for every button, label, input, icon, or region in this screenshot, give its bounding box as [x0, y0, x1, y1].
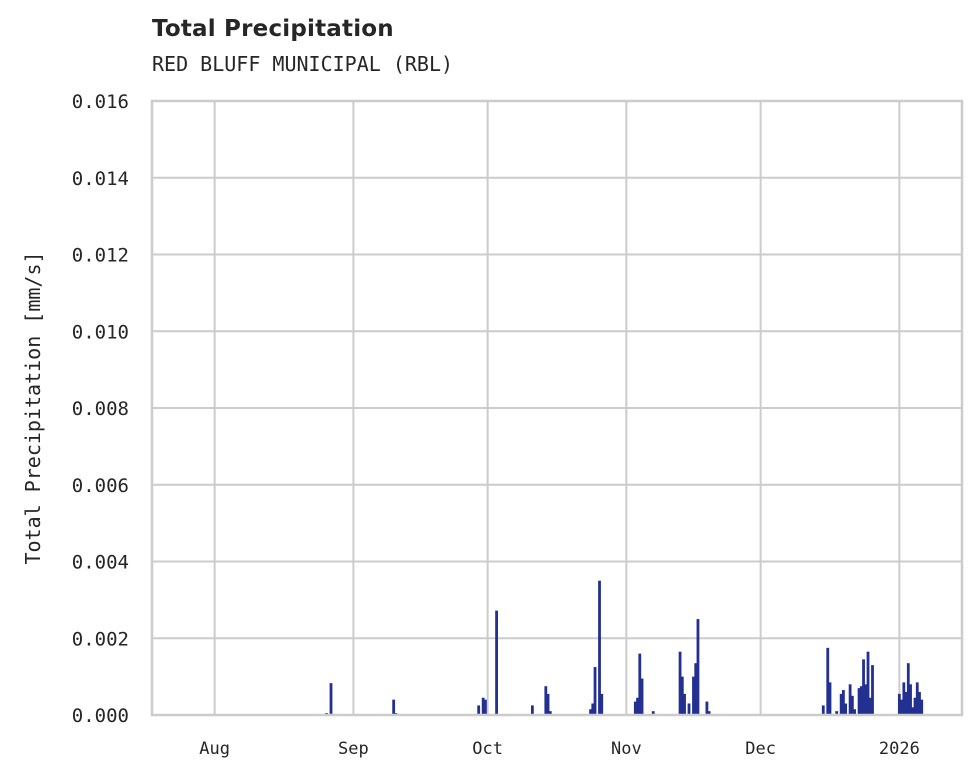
precipitation-bar	[828, 682, 832, 715]
precipitation-bar	[692, 676, 695, 715]
precipitation-bar	[906, 663, 910, 715]
precipitation-bar	[909, 684, 912, 715]
precipitation-bar	[821, 705, 825, 715]
y-tick-label: 0.006	[72, 475, 129, 497]
precipitation-bar	[483, 699, 487, 715]
precipitation-bar	[705, 701, 709, 715]
y-tick-label: 0.004	[72, 552, 129, 574]
precipitation-bar	[593, 667, 597, 715]
precipitation-bar	[848, 684, 852, 715]
precipitation-bar	[530, 705, 534, 715]
precipitation-bar	[598, 580, 601, 715]
precipitation-bar	[859, 686, 863, 715]
precipitation-bar	[902, 682, 906, 715]
precipitation-bar	[329, 683, 333, 715]
precipitation-bar	[680, 676, 684, 715]
precipitation-bar	[481, 697, 485, 715]
precipitation-bar	[589, 709, 592, 715]
precipitation-bar	[904, 691, 908, 715]
x-tick-label: Aug	[199, 739, 230, 759]
precipitation-bar	[842, 690, 845, 715]
precipitation-bar	[687, 703, 691, 715]
precipitation-bar	[696, 619, 700, 715]
precipitation-bar	[862, 659, 865, 715]
precipitation-bar	[495, 610, 498, 715]
precipitation-bars	[325, 580, 924, 715]
y-tick-label: 0.008	[72, 398, 129, 420]
precipitation-bar	[868, 697, 872, 715]
precipitation-bar	[600, 693, 604, 715]
precipitation-bar	[913, 697, 917, 715]
x-tick-label: Dec	[745, 739, 776, 759]
precipitation-bar	[477, 705, 481, 715]
precipitation-bar	[826, 647, 830, 715]
y-tick-label: 0.002	[72, 628, 129, 650]
x-tick-label: Sep	[338, 739, 369, 759]
precipitation-bar	[844, 703, 848, 715]
precipitation-bar	[853, 709, 856, 715]
y-axis-ticks: 0.000 0.002 0.004 0.006 0.008 0.010 0.012 0.014…	[72, 91, 129, 727]
precipitation-bar	[918, 691, 921, 715]
precipitation-bar	[633, 701, 637, 715]
precipitation-bar	[915, 682, 919, 715]
precipitation-bar	[911, 707, 915, 715]
x-axis-ticks: Aug Sep Oct Nov Dec 2026	[199, 739, 920, 759]
precipitation-bar	[857, 688, 861, 715]
precipitation-bar	[897, 693, 901, 715]
precipitation-bar	[864, 684, 868, 715]
precipitation-bar	[651, 711, 655, 715]
precipitation-bar	[850, 695, 854, 715]
precipitation-bar	[392, 699, 396, 715]
precipitation-bar	[591, 703, 595, 715]
x-tick-label: Oct	[472, 739, 503, 759]
y-tick-label: 0.010	[72, 321, 129, 343]
precipitation-bar	[544, 686, 548, 715]
y-tick-label: 0.000	[72, 705, 129, 727]
grid-lines	[152, 100, 962, 716]
precipitation-bar	[640, 678, 644, 715]
chart-subtitle: RED BLUFF MUNICIPAL (RBL)	[152, 52, 454, 76]
precipitation-bar	[694, 663, 698, 715]
x-tick-label: Nov	[611, 739, 642, 759]
y-tick-label: 0.014	[72, 168, 129, 190]
x-tick-label: 2026	[879, 739, 920, 759]
y-tick-label: 0.016	[72, 91, 129, 113]
precipitation-bar	[636, 697, 639, 715]
precipitation-bar	[707, 711, 711, 715]
precipitation-bar	[920, 699, 924, 715]
precipitation-bar	[900, 699, 903, 715]
precipitation-bar	[683, 693, 686, 715]
precipitation-bar	[638, 653, 642, 715]
plot-frame	[150, 99, 964, 717]
precipitation-bar	[678, 651, 682, 715]
precipitation-bar	[839, 693, 843, 715]
precipitation-bar	[835, 711, 839, 715]
precipitation-bar	[546, 693, 550, 715]
precipitation-bar	[871, 665, 874, 715]
precipitation-bar	[548, 711, 552, 715]
chart-title: Total Precipitation	[152, 16, 394, 42]
precipitation-bar	[866, 651, 870, 715]
y-tick-label: 0.012	[72, 245, 129, 267]
